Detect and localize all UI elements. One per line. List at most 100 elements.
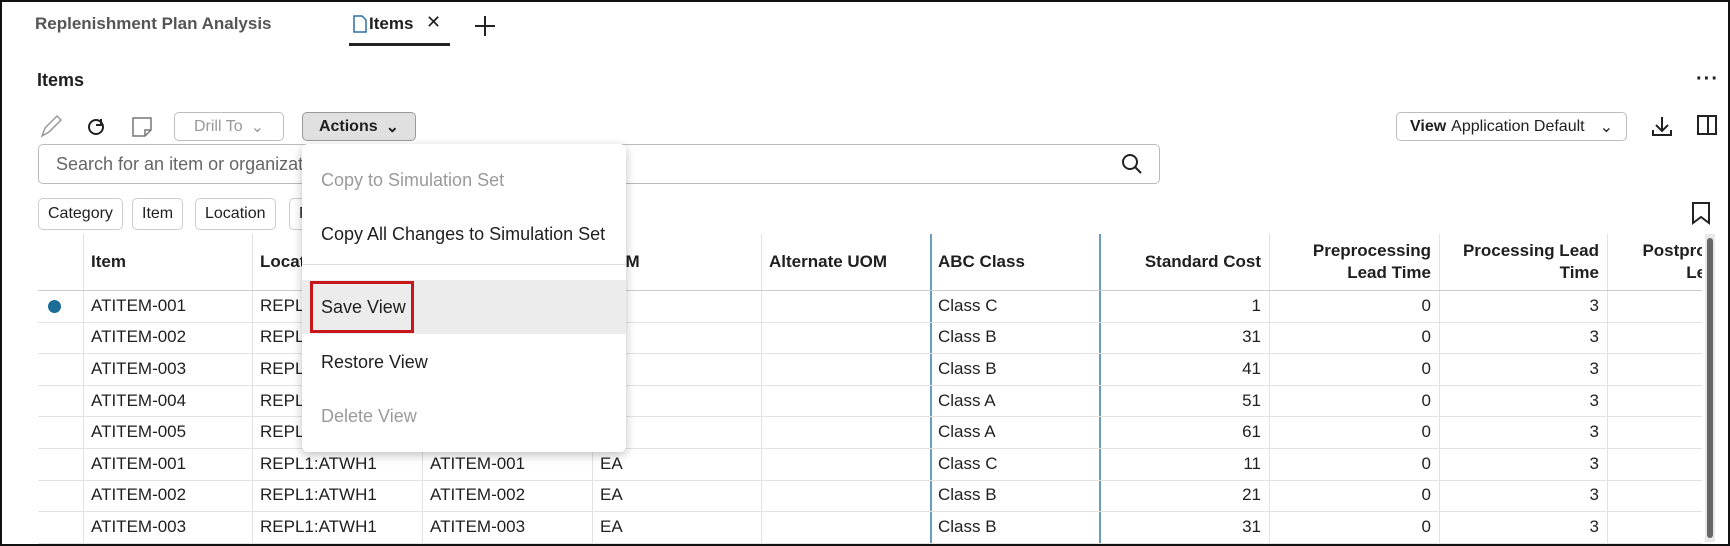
table-cell: Class C xyxy=(938,295,998,315)
row-selected-indicator xyxy=(48,300,61,313)
menu-item: Copy to Simulation Set xyxy=(321,169,505,190)
table-cell: ATITEM-004 xyxy=(91,390,187,410)
column-header[interactable]: Alternate UOM xyxy=(769,252,888,271)
tab[interactable]: Replenishment Plan Analysis xyxy=(35,14,272,33)
table-cell: 3 xyxy=(1589,453,1599,473)
table-cell: ATITEM-001 xyxy=(91,295,187,315)
table-cell: 0 xyxy=(1421,390,1431,410)
row-divider xyxy=(38,479,1702,481)
table-cell: REPL1:ATWH1 xyxy=(260,516,377,536)
view-selector[interactable]: View Application Default ⌄ xyxy=(1396,112,1627,141)
close-tab[interactable]: ✕ xyxy=(426,12,442,32)
column-divider xyxy=(761,234,762,544)
table-cell: EA xyxy=(600,485,623,505)
filter-chip[interactable]: Category xyxy=(38,198,123,230)
search-icon[interactable] xyxy=(1121,153,1143,175)
row-divider xyxy=(38,384,1702,386)
column-divider xyxy=(1269,234,1270,544)
add-tab[interactable] xyxy=(473,14,497,38)
table-cell: Class B xyxy=(938,485,997,505)
table-cell: 61 xyxy=(1242,422,1261,442)
table-cell: Class A xyxy=(938,422,996,442)
row-divider xyxy=(38,448,1702,449)
search-placeholder: Search for an item or organization xyxy=(56,154,328,174)
table-cell: 3 xyxy=(1589,516,1599,536)
menu-item: Delete View xyxy=(321,405,417,426)
column-divider xyxy=(1099,234,1101,544)
actions-button[interactable]: Actions ⌄ xyxy=(302,112,416,141)
column-divider xyxy=(930,234,932,544)
button-label: Actions xyxy=(318,117,378,135)
table-cell: 0 xyxy=(1421,327,1431,347)
table-cell: Class B xyxy=(938,358,997,378)
table-cell: Class B xyxy=(938,327,997,347)
table-cell: 31 xyxy=(1242,516,1261,536)
column-header[interactable]: Item xyxy=(91,252,126,271)
actions-menu: Copy to Simulation Set Copy All Changes t… xyxy=(302,144,626,452)
row-divider xyxy=(38,511,1702,513)
filter-chip[interactable]: Item xyxy=(132,198,184,230)
table-cell: ATITEM-002 xyxy=(91,485,187,505)
table-cell: 0 xyxy=(1421,422,1431,442)
menu-item[interactable]: Restore View xyxy=(321,351,428,372)
table-cell: EA xyxy=(600,453,623,473)
table-cell: 41 xyxy=(1242,358,1261,378)
column-divider xyxy=(1439,234,1440,544)
scrollbar[interactable] xyxy=(1705,234,1715,542)
table-cell: ATITEM-005 xyxy=(91,422,187,442)
column-header[interactable]: Preprocessing Lead Time xyxy=(1312,241,1431,282)
menu-divider xyxy=(302,264,626,265)
row-divider xyxy=(38,321,1702,323)
download-icon[interactable] xyxy=(1650,114,1674,138)
table-cell: 3 xyxy=(1589,295,1599,315)
table-cell: 11 xyxy=(1243,453,1261,473)
column-header[interactable]: Postprocessing Lead Time xyxy=(1642,241,1702,282)
menu-item[interactable]: Save View xyxy=(302,280,626,334)
header-divider xyxy=(38,290,1702,291)
highlight-box xyxy=(310,281,414,333)
tab-icon xyxy=(353,15,367,33)
page-title: Items xyxy=(37,70,85,90)
row-divider xyxy=(38,416,1702,418)
table-cell: 0 xyxy=(1421,516,1431,536)
view-prefix: View xyxy=(1410,117,1447,135)
view-name: Application Default xyxy=(1451,117,1585,135)
more-menu[interactable]: ··· xyxy=(1696,68,1719,90)
table-cell: ATITEM-003 xyxy=(91,358,187,378)
column-divider xyxy=(83,234,84,544)
table-cell: Class B xyxy=(938,516,997,536)
table-cell: 1 xyxy=(1251,295,1261,315)
table-cell: Class C xyxy=(938,453,998,473)
table-cell: 0 xyxy=(1421,485,1431,505)
toolbar-icons[interactable] xyxy=(38,114,138,140)
table-cell: ATITEM-002 xyxy=(430,485,526,505)
tab[interactable]: Items xyxy=(369,14,414,33)
tab-underline xyxy=(349,43,450,46)
button-label: Drill To xyxy=(193,117,243,135)
row-divider xyxy=(38,542,1702,544)
table-cell: 3 xyxy=(1589,422,1599,442)
menu-item[interactable]: Copy All Changes to Simulation Set xyxy=(321,223,606,244)
row-divider xyxy=(38,353,1702,355)
table-cell: 3 xyxy=(1589,327,1599,347)
table-cell: ATITEM-001 xyxy=(91,453,187,473)
note-icon[interactable] xyxy=(130,115,154,139)
bookmark-icon[interactable] xyxy=(1691,201,1711,225)
table-cell: 31 xyxy=(1242,327,1261,347)
table-cell: REPL1:ATWH1 xyxy=(260,453,377,473)
panel-icon[interactable] xyxy=(1696,114,1718,136)
table-cell: 3 xyxy=(1589,358,1599,378)
table-cell: 0 xyxy=(1421,358,1431,378)
filter-chip[interactable]: Location xyxy=(195,198,276,230)
column-header[interactable]: ABC Class xyxy=(938,252,1025,271)
table-cell: Class A xyxy=(938,390,996,410)
drill-to-button[interactable]: Drill To ⌄ xyxy=(174,112,284,141)
table-cell: ATITEM-002 xyxy=(91,327,187,347)
table-cell: 21 xyxy=(1242,485,1261,505)
table-cell: ATITEM-003 xyxy=(430,516,526,536)
table-cell: REPL1:ATWH1 xyxy=(260,485,377,505)
column-header[interactable]: Standard Cost xyxy=(1144,252,1261,271)
column-header[interactable]: Processing Lead Time xyxy=(1462,241,1599,282)
table-cell: 3 xyxy=(1589,390,1599,410)
